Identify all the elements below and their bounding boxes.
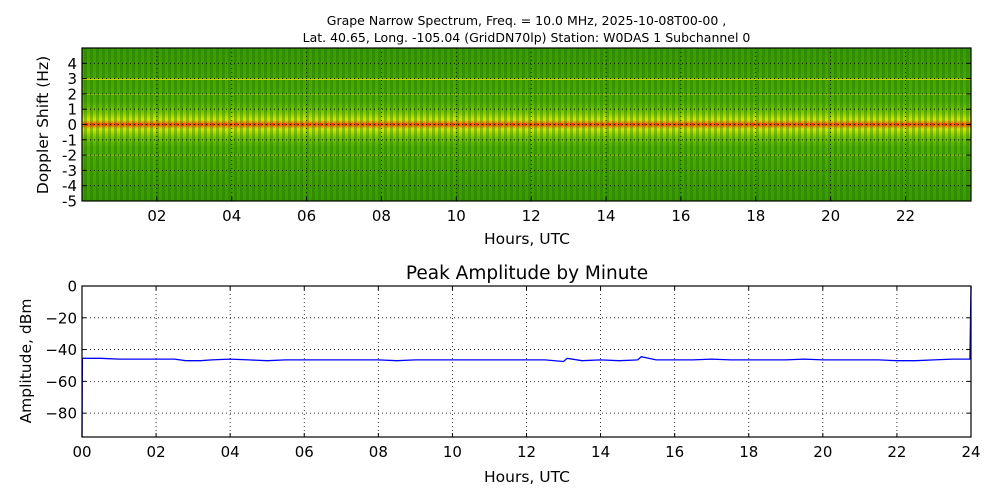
y-tick-label: −20 xyxy=(45,309,77,327)
figure-title-line-2: Lat. 40.65, Long. -105.04 (GridDN70lp) S… xyxy=(302,30,751,45)
y-tick-label: -2 xyxy=(62,147,77,165)
x-tick-label: 12 xyxy=(522,207,541,225)
x-tick-label: 18 xyxy=(746,207,765,225)
x-tick-label: 02 xyxy=(147,207,166,225)
spectrogram-line-plus3 xyxy=(82,78,971,80)
x-tick-label: 04 xyxy=(221,443,240,461)
x-tick-label: 14 xyxy=(591,443,610,461)
y-tick-label: -4 xyxy=(62,177,77,195)
x-tick-label: 10 xyxy=(447,207,466,225)
spectrogram-grid xyxy=(82,48,971,202)
y-tick-label: 3 xyxy=(67,70,77,88)
y-tick-label: 1 xyxy=(67,101,77,119)
y-tick-label: -1 xyxy=(62,131,77,149)
y-tick-label: 0 xyxy=(67,278,77,296)
amplitude-ticks: 00 02 04 06 08 10 12 14 16 18 20 22 24 0 −20 −40 −60 −80 xyxy=(45,278,980,462)
x-tick-label: 14 xyxy=(596,207,615,225)
amplitude-grid xyxy=(82,286,971,437)
spectrogram-line-plus2 xyxy=(82,93,971,95)
spectrogram-xlabel: Hours, UTC xyxy=(484,230,570,248)
spectrogram-ylabel: Doppler Shift (Hz) xyxy=(34,56,52,194)
x-tick-label: 06 xyxy=(297,207,316,225)
x-tick-label: 20 xyxy=(821,207,840,225)
y-tick-label: −60 xyxy=(45,373,77,391)
x-tick-label: 06 xyxy=(295,443,314,461)
x-tick-label: 08 xyxy=(372,207,391,225)
x-tick-label: 18 xyxy=(739,443,758,461)
y-tick-label: −40 xyxy=(45,341,77,359)
x-tick-label: 24 xyxy=(961,443,980,461)
figure-title-line-1: Grape Narrow Spectrum, Freq. = 10.0 MHz,… xyxy=(326,13,727,28)
y-tick-label: 0 xyxy=(67,116,77,134)
amplitude-series-line xyxy=(81,285,972,438)
x-tick-label: 00 xyxy=(72,443,91,461)
x-tick-label: 22 xyxy=(887,443,906,461)
y-tick-label: -5 xyxy=(62,193,77,211)
x-tick-label: 08 xyxy=(369,443,388,461)
amplitude-xlabel: Hours, UTC xyxy=(484,468,570,486)
x-tick-label: 12 xyxy=(517,443,536,461)
amplitude-title: Peak Amplitude by Minute xyxy=(406,263,648,284)
y-tick-label: -3 xyxy=(62,162,77,180)
amplitude-ylabel: Amplitude, dBm xyxy=(17,299,35,424)
x-tick-label: 22 xyxy=(896,207,915,225)
amplitude-plot: Peak Amplitude by Minute 00 02 04 06 08 10 12 1… xyxy=(17,263,981,486)
y-tick-label: −80 xyxy=(45,405,77,423)
x-tick-label: 16 xyxy=(665,443,684,461)
amplitude-plot-area xyxy=(82,286,971,437)
x-tick-label: 02 xyxy=(147,443,166,461)
y-tick-label: 2 xyxy=(67,85,77,103)
y-tick-label: 4 xyxy=(67,55,77,73)
x-tick-label: 16 xyxy=(671,207,690,225)
x-tick-label: 10 xyxy=(443,443,462,461)
x-tick-label: 04 xyxy=(222,207,241,225)
x-tick-label: 20 xyxy=(813,443,832,461)
